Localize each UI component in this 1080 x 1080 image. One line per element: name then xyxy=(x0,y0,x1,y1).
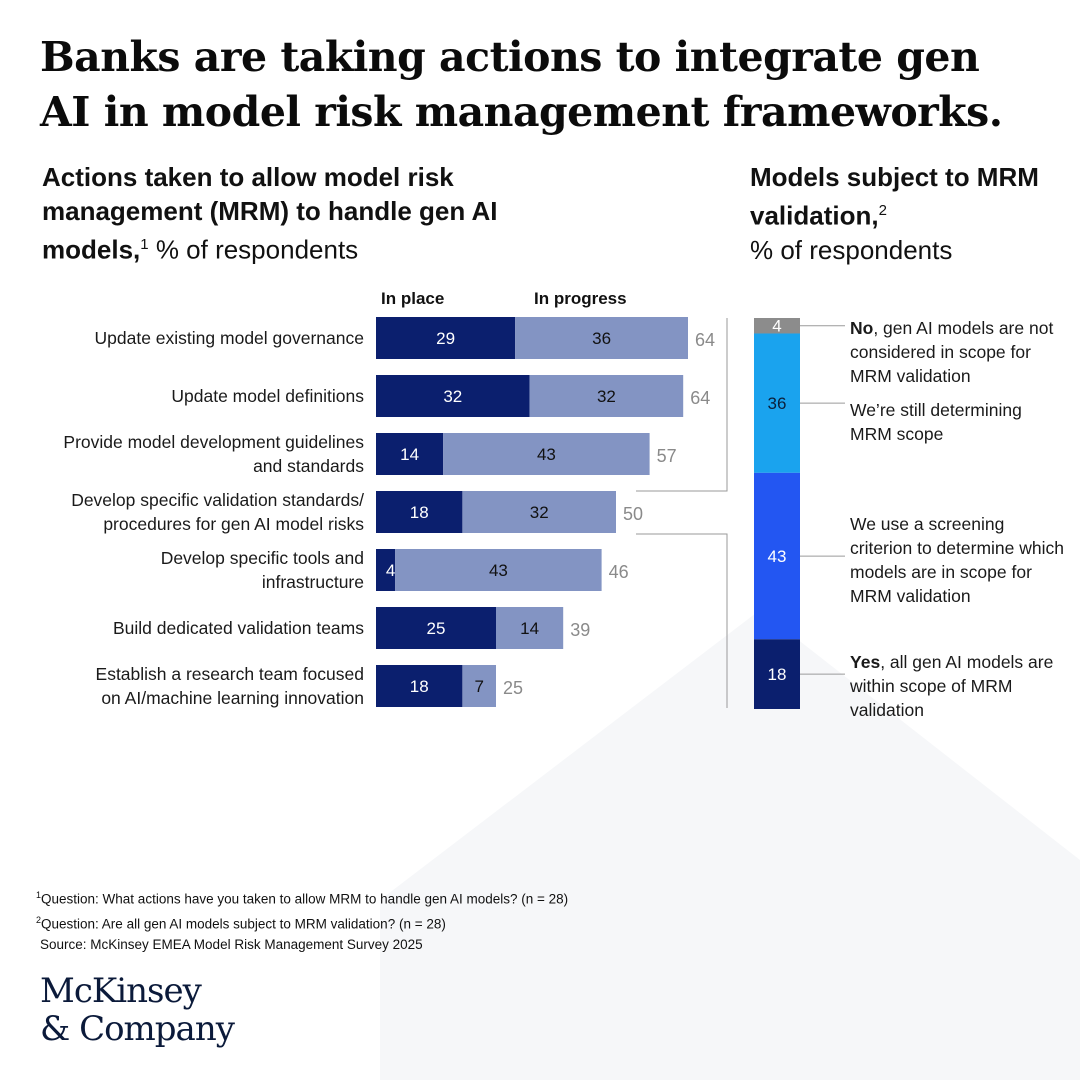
in-progress-value-label: 7 xyxy=(474,677,483,696)
right-subtitle-text: Models subject to MRM validation, xyxy=(750,162,1039,231)
category-label: Develop specific tools and infrastructur… xyxy=(160,548,364,592)
in-place-value-label: 4 xyxy=(386,561,395,580)
logo-line-1: McKinsey xyxy=(40,971,202,1011)
right-subtitle-unit: % of respondents xyxy=(750,234,953,265)
validation-value-label: 4 xyxy=(772,317,781,336)
right-subtitle-footnote-mark: 2 xyxy=(878,202,887,219)
bar-in-progress xyxy=(462,491,616,533)
note-emphasis: No xyxy=(850,318,874,338)
in-place-value-label: 18 xyxy=(410,503,429,522)
validation-segment xyxy=(754,333,800,473)
category-label: Build dedicated validation teams xyxy=(113,618,364,638)
in-progress-value-label: 36 xyxy=(592,329,611,348)
bar-in-progress xyxy=(515,317,688,359)
total-value-label: 25 xyxy=(503,678,523,698)
bar-in-progress xyxy=(462,665,496,707)
bar-in-place xyxy=(376,375,530,417)
mckinsey-logo: McKinsey & Company xyxy=(40,971,235,1049)
note-text: We’re still determining MRM scope xyxy=(850,400,1022,444)
bar-in-place xyxy=(376,607,496,649)
note-text: , all gen AI models are within scope of … xyxy=(850,652,1054,720)
bar-in-place xyxy=(376,665,463,707)
validation-segment xyxy=(754,639,800,709)
right-subtitle: Models subject to MRM validation,2 % of r… xyxy=(750,160,1050,267)
bar-in-progress xyxy=(443,433,650,475)
footnote-2-text: Question: Are all gen AI models subject … xyxy=(41,916,446,931)
footnote-1-text: Question: What actions have you taken to… xyxy=(41,891,569,907)
category-label: Update existing model governance xyxy=(94,328,364,348)
validation-note: Yes, all gen AI models are within scope … xyxy=(850,650,1065,722)
in-place-value-label: 29 xyxy=(436,329,455,348)
bar-in-place xyxy=(376,317,516,359)
bar-in-place xyxy=(376,433,444,475)
in-progress-value-label: 32 xyxy=(530,503,549,522)
validation-value-label: 43 xyxy=(768,547,787,566)
connector-line xyxy=(636,533,728,708)
validation-segment xyxy=(754,472,800,640)
validation-segment xyxy=(754,318,800,334)
in-place-value-label: 25 xyxy=(427,619,446,638)
validation-note: We’re still determining MRM scope xyxy=(850,398,1065,446)
note-emphasis: Yes xyxy=(850,652,881,672)
bar-in-place xyxy=(376,491,463,533)
logo-line-2: & Company xyxy=(40,1009,235,1049)
in-place-value-label: 18 xyxy=(410,677,429,696)
total-value-label: 64 xyxy=(690,388,710,408)
bar-in-progress xyxy=(529,375,684,417)
category-label: Establish a research team focused on AI/… xyxy=(95,664,364,708)
chart-title: Banks are taking actions to integrate ge… xyxy=(40,33,1003,136)
total-value-label: 64 xyxy=(695,330,715,350)
note-text: We use a screening criterion to determin… xyxy=(850,514,1064,606)
connector-line xyxy=(636,318,728,492)
category-label: Update model definitions xyxy=(171,386,364,406)
in-progress-value-label: 32 xyxy=(597,387,616,406)
footnote-1: 1Question: What actions have you taken t… xyxy=(36,885,568,910)
category-label: Develop specific validation standards/ p… xyxy=(71,490,364,534)
validation-note: No, gen AI models are not considered in … xyxy=(850,316,1065,388)
in-progress-value-label: 43 xyxy=(537,445,556,464)
footnotes: 1Question: What actions have you taken t… xyxy=(36,885,568,955)
total-value-label: 39 xyxy=(570,620,590,640)
source-note: Source: McKinsey EMEA Model Risk Managem… xyxy=(40,937,423,952)
validation-note: We use a screening criterion to determin… xyxy=(850,512,1065,608)
total-value-label: 57 xyxy=(657,446,677,466)
legend-in-progress: In progress xyxy=(534,289,627,308)
total-value-label: 50 xyxy=(623,504,643,524)
legend-in-place: In place xyxy=(381,289,445,308)
left-subtitle-text: Actions taken to allow model risk manage… xyxy=(42,162,498,265)
footnote-2-mark: 2 xyxy=(36,914,42,925)
left-subtitle-footnote-mark: 1 xyxy=(140,236,149,253)
bar-in-progress xyxy=(496,607,564,649)
note-text: , gen AI models are not considered in sc… xyxy=(850,318,1054,386)
total-value-label: 46 xyxy=(609,562,629,582)
footnote-1-mark: 1 xyxy=(36,890,42,900)
left-subtitle: Actions taken to allow model risk manage… xyxy=(42,160,562,267)
bar-in-place xyxy=(376,549,396,591)
validation-value-label: 36 xyxy=(768,394,787,413)
validation-value-label: 18 xyxy=(768,665,787,684)
left-subtitle-unit: % of respondents xyxy=(148,234,359,265)
category-label: Provide model development guidelines and… xyxy=(63,432,364,476)
in-progress-value-label: 14 xyxy=(520,619,539,638)
bar-in-progress xyxy=(395,549,602,591)
footnote-2: 2Question: Are all gen AI models subject… xyxy=(36,910,568,935)
in-progress-value-label: 43 xyxy=(489,561,508,580)
in-place-value-label: 14 xyxy=(400,445,419,464)
in-place-value-label: 32 xyxy=(443,387,462,406)
